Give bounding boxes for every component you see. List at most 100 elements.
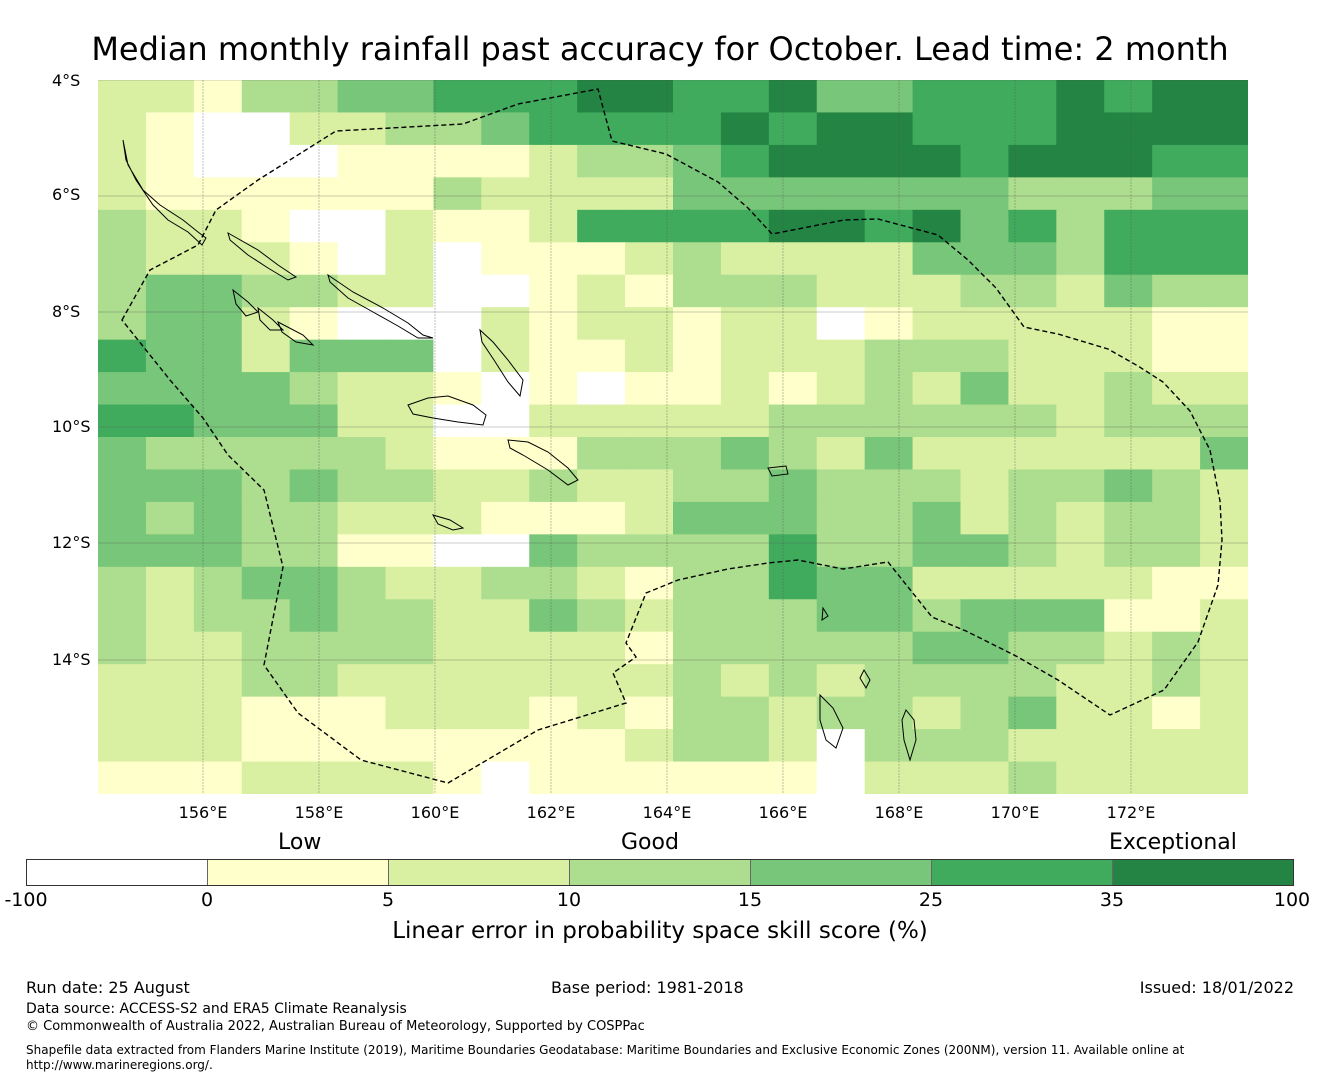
- grid-cell: [529, 534, 578, 568]
- grid-cell: [433, 501, 482, 535]
- colorbar-tick: 0: [200, 889, 214, 911]
- colorbar-label: Linear error in probability space skill …: [392, 918, 928, 944]
- grid-cell: [1200, 307, 1248, 341]
- grid-cell: [433, 307, 482, 341]
- grid-cell: [1008, 339, 1057, 373]
- grid-cell: [481, 501, 530, 535]
- grid-cell: [768, 696, 818, 730]
- grid-cell: [481, 534, 530, 568]
- grid-cell: [145, 729, 195, 763]
- grid-cell: [385, 469, 435, 503]
- grid-cell: [241, 112, 291, 146]
- grid-cell: [289, 761, 339, 794]
- grid-cell: [577, 144, 626, 178]
- grid-cell: [98, 696, 147, 730]
- grid-cell: [625, 566, 674, 600]
- grid-cell: [673, 469, 722, 503]
- grid-cell: [625, 631, 674, 665]
- grid-cell: [960, 664, 1010, 698]
- grid-cell: [289, 437, 339, 471]
- grid-cell: [816, 469, 866, 503]
- lat-label-8s: 8°S: [52, 302, 81, 321]
- grid-cell: [481, 566, 530, 600]
- grid-cell: [337, 501, 387, 535]
- grid-cell: [816, 112, 866, 146]
- grid-cell: [1056, 339, 1105, 373]
- grid-cell: [289, 339, 339, 373]
- grid-cell: [912, 599, 962, 633]
- grid-cell: [673, 501, 722, 535]
- grid-cell: [289, 242, 339, 276]
- grid-cell: [385, 209, 435, 243]
- grid-cell: [433, 404, 482, 438]
- grid-cell: [625, 664, 674, 698]
- grid-cell: [768, 729, 818, 763]
- grid-cell: [385, 274, 435, 308]
- grid-cell: [193, 372, 243, 406]
- grid-cell: [768, 177, 818, 211]
- grid-cell: [385, 144, 435, 178]
- grid-cell: [720, 696, 770, 730]
- grid-cell: [1008, 242, 1057, 276]
- grid-cell: [1104, 501, 1153, 535]
- grid-cell: [193, 566, 243, 600]
- grid-cell: [1200, 339, 1248, 373]
- grid-cell: [1200, 631, 1248, 665]
- grid-cell: [529, 404, 578, 438]
- grid-cell: [1008, 209, 1057, 243]
- grid-cell: [433, 534, 482, 568]
- colorbar-tick: 25: [918, 889, 944, 911]
- grid-cell: [912, 664, 962, 698]
- grid-cell: [529, 761, 578, 794]
- grid-cell: [1152, 631, 1201, 665]
- grid-cell: [720, 566, 770, 600]
- grid-cell: [98, 80, 147, 114]
- grid-cell: [1104, 339, 1153, 373]
- grid-cell: [960, 177, 1010, 211]
- grid-cell: [625, 729, 674, 763]
- map-canvas: [98, 80, 1248, 794]
- grid-cell: [193, 209, 243, 243]
- grid-cell: [481, 372, 530, 406]
- grid-cell: [529, 501, 578, 535]
- grid-cell: [1200, 274, 1248, 308]
- grid-cell: [1200, 599, 1248, 633]
- grid-cell: [289, 664, 339, 698]
- grid-cell: [1104, 437, 1153, 471]
- grid-cell: [720, 80, 770, 114]
- grid-cell: [1008, 274, 1057, 308]
- grid-cell: [625, 339, 674, 373]
- grid-cell: [720, 664, 770, 698]
- grid-cell: [481, 761, 530, 794]
- grid-cell: [193, 437, 243, 471]
- grid-cell: [529, 242, 578, 276]
- eez-boundary-solomon-islands: [121, 88, 1223, 784]
- category-good: Good: [621, 830, 679, 855]
- grid-cell: [145, 404, 195, 438]
- grid-cell: [193, 696, 243, 730]
- grid-cell: [529, 437, 578, 471]
- grid-cell: [960, 437, 1010, 471]
- grid-cell: [1200, 209, 1248, 243]
- island-santa-cruz: [767, 465, 789, 477]
- grid-cell: [193, 664, 243, 698]
- island-makira: [507, 439, 579, 486]
- grid-cell: [337, 274, 387, 308]
- grid-cell: [433, 437, 482, 471]
- grid-cell: [577, 242, 626, 276]
- grid-cell: [1200, 469, 1248, 503]
- grid-cell: [289, 274, 339, 308]
- grid-cell: [816, 599, 866, 633]
- copyright: © Commonwealth of Australia 2022, Austra…: [26, 1019, 645, 1034]
- grid-cell: [481, 469, 530, 503]
- grid-cell: [577, 307, 626, 341]
- grid-cell: [625, 761, 674, 794]
- lat-label-12s: 12°S: [52, 533, 91, 552]
- grid-cell: [98, 664, 147, 698]
- grid-cell: [768, 112, 818, 146]
- grid-cell: [577, 599, 626, 633]
- grid-cell: [145, 339, 195, 373]
- grid-cell: [1056, 80, 1105, 114]
- island-vanua-lava: [821, 606, 829, 621]
- grid-cell: [1104, 307, 1153, 341]
